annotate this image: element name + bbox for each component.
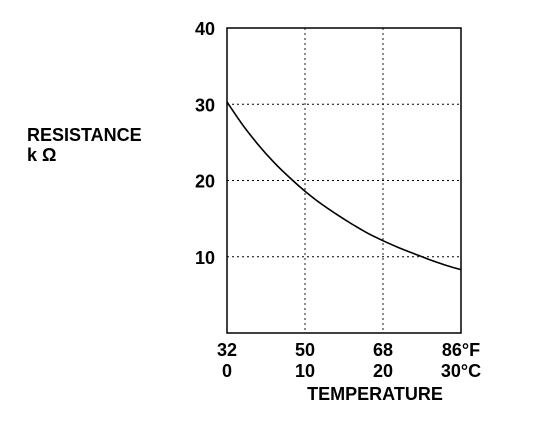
x-tick-label-f-0: 32 (217, 340, 237, 360)
x-tick-label-f-2: 68 (373, 340, 393, 360)
x-tick-label-c-0: 0 (222, 361, 232, 381)
x-tick-label-f-3: 86°F (442, 340, 480, 360)
x-tick-label-f-1: 50 (295, 340, 315, 360)
y-tick-label-20: 20 (195, 172, 215, 192)
y-tick-labels: 10 20 30 40 (195, 19, 215, 268)
x-axis-label: TEMPERATURE (307, 384, 443, 404)
plot-frame (226, 27, 462, 334)
x-tick-label-c-2: 20 (373, 361, 393, 381)
y-tick-label-10: 10 (195, 248, 215, 268)
y-axis-label-line2: k Ω (27, 145, 56, 165)
y-axis-label-line1: RESISTANCE (27, 125, 142, 145)
x-tick-label-c-1: 10 (295, 361, 315, 381)
y-tick-label-30: 30 (195, 95, 215, 115)
y-tick-label-40: 40 (195, 19, 215, 39)
resistance-curve (226, 101, 462, 271)
x-tick-label-c-3: 30°C (441, 361, 481, 381)
grid-lines (227, 28, 461, 333)
